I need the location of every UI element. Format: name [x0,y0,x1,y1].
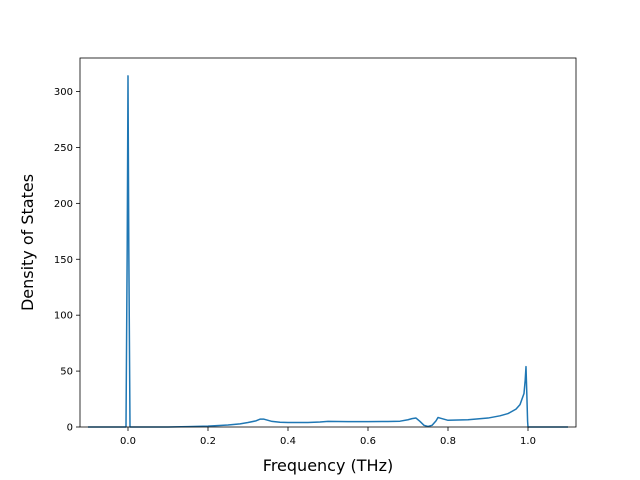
y-tick-label: 250 [54,143,73,154]
y-tick-label: 200 [54,199,73,210]
axes-frame [79,57,577,428]
x-axis-ticks: 0.0 0.2 0.4 0.6 0.8 1.0 [120,427,536,447]
y-tick-label: 100 [54,311,73,322]
x-tick-label: 1.0 [520,436,536,447]
x-tick-label: 0.0 [120,436,136,447]
y-axis-ticks: 0 50 100 150 200 250 300 [54,87,80,434]
y-tick-label: 150 [54,255,73,266]
y-tick-label: 50 [60,367,73,378]
y-tick-label: 300 [54,87,73,98]
x-tick-label: 0.8 [440,436,456,447]
x-tick-label: 0.2 [200,436,216,447]
y-tick-label: 0 [67,423,73,434]
x-axis-label: Frequency (THz) [263,456,393,475]
x-tick-label: 0.4 [280,436,296,447]
x-tick-label: 0.6 [360,436,376,447]
y-axis-label: Density of States [18,174,37,311]
